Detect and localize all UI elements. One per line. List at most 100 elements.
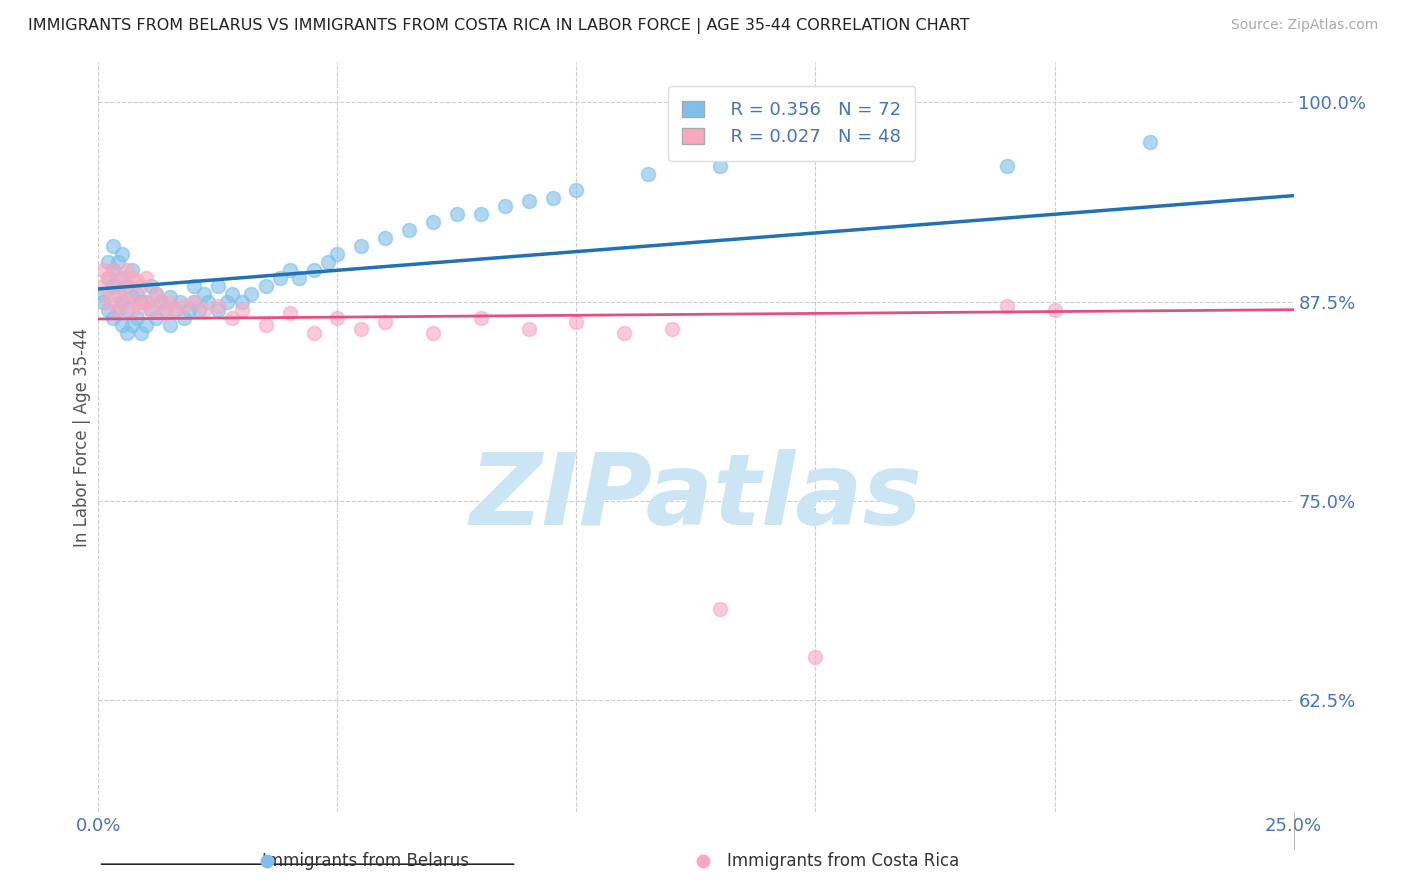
Y-axis label: In Labor Force | Age 35-44: In Labor Force | Age 35-44 (73, 327, 91, 547)
Point (183, 278, 205, 293)
Point (101, 262, 124, 277)
Point (221, 286, 243, 301)
Point (207, 302, 229, 317)
Point (111, 318, 134, 333)
Point (101, 278, 124, 293)
Point (111, 246, 134, 260)
Point (269, 270, 291, 285)
Point (661, 321, 683, 335)
Point (302, 262, 325, 277)
Point (804, 650, 827, 665)
Point (217, 294, 239, 309)
Point (145, 310, 167, 325)
Point (231, 294, 253, 309)
Point (115, 302, 138, 317)
Point (565, 183, 588, 197)
Point (97, 294, 120, 309)
Point (470, 207, 492, 221)
Point (115, 278, 138, 293)
Point (179, 302, 201, 317)
Point (326, 246, 349, 260)
Point (169, 294, 191, 309)
Point (139, 302, 162, 317)
Text: Immigrants from Costa Rica: Immigrants from Costa Rica (727, 852, 960, 870)
Point (107, 302, 129, 317)
Point (107, 302, 129, 317)
Point (159, 294, 181, 309)
Point (173, 310, 195, 325)
Text: Source: ZipAtlas.com: Source: ZipAtlas.com (1230, 18, 1378, 32)
Point (155, 302, 177, 317)
Point (97, 302, 120, 317)
Point (350, 321, 373, 335)
Point (637, 167, 659, 181)
Point (111, 294, 134, 309)
Point (121, 262, 143, 277)
Point (565, 315, 588, 329)
Point (374, 231, 396, 245)
Point (135, 294, 157, 309)
Point (709, 602, 731, 616)
Point (149, 294, 172, 309)
Point (125, 310, 148, 325)
Point (159, 318, 181, 333)
Point (91, 278, 114, 293)
Point (163, 302, 186, 317)
Point (107, 286, 129, 301)
Point (101, 239, 124, 253)
Point (107, 254, 129, 268)
Point (995, 299, 1018, 313)
Point (240, 286, 263, 301)
Point (125, 294, 148, 309)
Point (302, 326, 325, 341)
Point (131, 278, 153, 293)
Point (183, 294, 205, 309)
Point (125, 274, 148, 288)
Point (221, 310, 243, 325)
Point (91, 294, 114, 309)
Legend:   R = 0.356   N = 72,   R = 0.027   N = 48: R = 0.356 N = 72, R = 0.027 N = 48 (668, 87, 915, 161)
Point (149, 294, 172, 309)
Point (254, 278, 277, 293)
Point (125, 286, 148, 301)
Text: Immigrants from Belarus: Immigrants from Belarus (262, 852, 470, 870)
Point (613, 326, 636, 341)
Point (422, 326, 444, 341)
Point (131, 326, 153, 341)
Point (101, 262, 124, 277)
Point (91, 286, 114, 301)
Point (139, 278, 162, 293)
Point (254, 318, 277, 333)
Point (121, 302, 143, 317)
Point (145, 286, 167, 301)
Point (494, 199, 516, 213)
Point (316, 254, 339, 268)
Point (97, 270, 120, 285)
Point (115, 262, 138, 277)
Point (231, 302, 253, 317)
Point (278, 306, 301, 320)
Point (111, 270, 134, 285)
Point (398, 223, 420, 237)
Point (121, 318, 143, 333)
Point (101, 286, 124, 301)
Point (115, 326, 138, 341)
Point (374, 315, 396, 329)
Point (350, 239, 373, 253)
Point (135, 270, 157, 285)
Point (97, 254, 120, 268)
Point (446, 207, 468, 221)
Point (183, 294, 205, 309)
Point (197, 294, 219, 309)
Point (541, 191, 564, 205)
Point (139, 302, 162, 317)
Point (517, 321, 540, 335)
Point (422, 215, 444, 229)
Point (121, 290, 143, 304)
Text: IMMIGRANTS FROM BELARUS VS IMMIGRANTS FROM COSTA RICA IN LABOR FORCE | AGE 35-44: IMMIGRANTS FROM BELARUS VS IMMIGRANTS FR… (28, 18, 970, 34)
Point (121, 270, 143, 285)
Point (135, 294, 157, 309)
Point (135, 318, 157, 333)
Point (91, 262, 114, 277)
Point (155, 306, 177, 320)
